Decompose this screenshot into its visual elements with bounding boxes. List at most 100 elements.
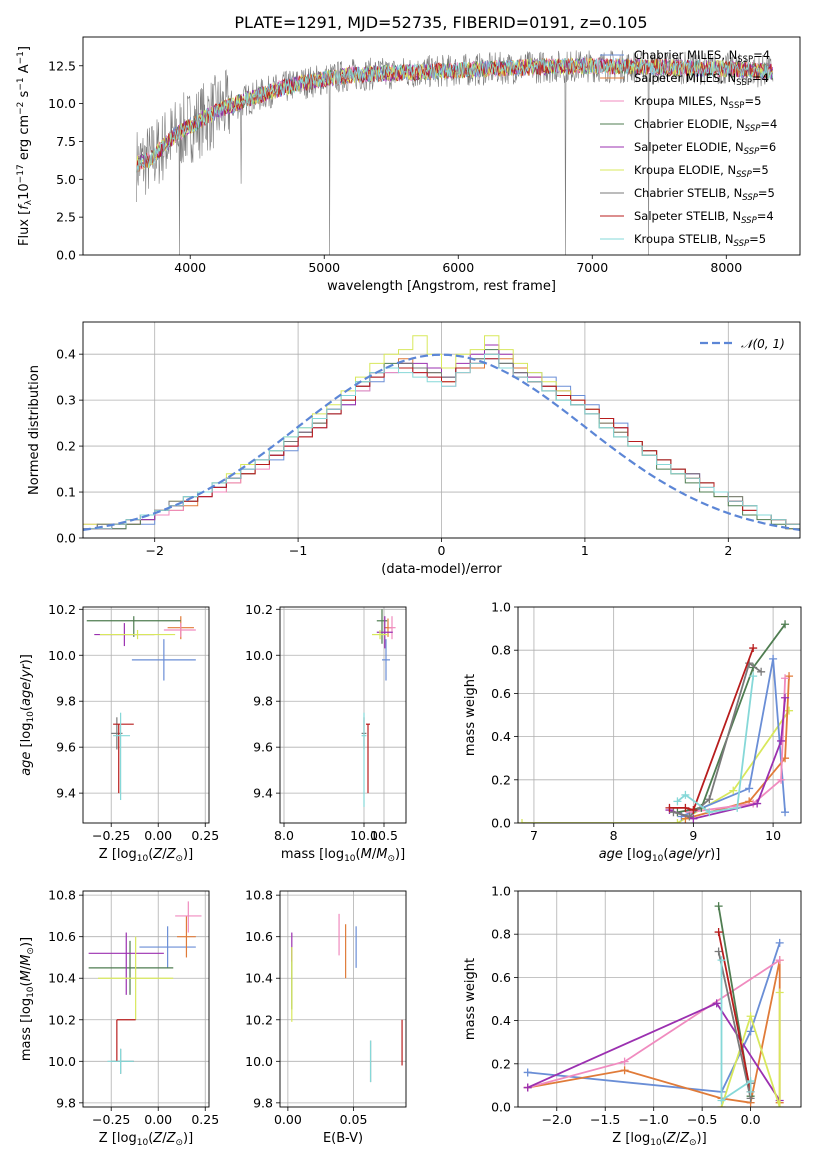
label-fragment: ) bbox=[183, 847, 188, 862]
gaussian-curve bbox=[83, 353, 800, 531]
axes-frame bbox=[517, 890, 802, 1108]
weight-marker-SalpeterMILES bbox=[620, 1066, 629, 1075]
label-fragment: =5 bbox=[758, 186, 775, 200]
y-tick-label: 0.2 bbox=[491, 1056, 511, 1071]
x-tick-label: 7 bbox=[530, 828, 538, 843]
y-tick-label: 0.0 bbox=[56, 248, 76, 263]
legend-label: Chabrier ELODIE, NSSP=4 bbox=[634, 117, 777, 134]
weight-marker-KroupaELODIE bbox=[785, 706, 794, 715]
label-fragment: Z bbox=[679, 1131, 690, 1146]
label-fragment: Z bbox=[152, 1131, 163, 1146]
label-fragment: Chabrier STELIB, N bbox=[634, 186, 742, 200]
x-axis-label: Z [log10(Z/Z⊙)] bbox=[99, 1131, 193, 1148]
mass_vs_ebv-panel: 0.00 0.05 9.8 10.0 10.2 10.4 10.6 10.8 E(B-V) bbox=[245, 888, 407, 1146]
label-fragment: E bbox=[323, 1131, 331, 1146]
label-fragment: ⊙ bbox=[387, 854, 395, 864]
y-axis-label: mass weight bbox=[463, 958, 478, 1040]
weight-marker-KroupaELODIE bbox=[729, 786, 738, 795]
label-fragment: 10 bbox=[137, 1138, 149, 1148]
label-fragment: 10 bbox=[344, 854, 356, 864]
legend-label: Chabrier STELIB, NSSP=5 bbox=[634, 186, 775, 203]
x-tick-label: 10 bbox=[765, 828, 781, 843]
legend-label: Chabrier MILES, NSSP=4 bbox=[634, 48, 770, 65]
y-tick-label: 10.0 bbox=[245, 648, 273, 663]
label-fragment: ( bbox=[19, 706, 34, 711]
y-tick-label: 2.5 bbox=[56, 210, 76, 225]
model-spectrum-KroupaSTELIB bbox=[136, 57, 774, 173]
label-fragment: / bbox=[19, 677, 34, 682]
legend-label: Salpeter STELIB, NSSP=4 bbox=[634, 209, 774, 226]
label-fragment: SSP bbox=[745, 124, 761, 134]
label-fragment: Salpeter ELODIE, N bbox=[634, 140, 744, 154]
label-fragment: log bbox=[19, 998, 34, 1018]
label-fragment: λ bbox=[24, 199, 34, 205]
label-fragment: Flux [ bbox=[17, 210, 32, 246]
y-tick-label: 10.0 bbox=[245, 1054, 273, 1069]
y-tick-label: 0.0 bbox=[491, 816, 511, 831]
label-fragment: ⊙ bbox=[175, 854, 183, 864]
label-fragment: / bbox=[466, 562, 471, 577]
y-axis-label: Normed distribution bbox=[27, 365, 42, 495]
label-fragment: ] bbox=[19, 937, 34, 942]
weight-lines bbox=[523, 902, 784, 1107]
label-fragment: ⊙ bbox=[26, 947, 36, 955]
label-fragment: =5 bbox=[744, 94, 761, 108]
label-fragment: SSP bbox=[736, 170, 752, 180]
legend-label: 𝒩(0, 1) bbox=[741, 337, 785, 351]
label-fragment: [ bbox=[19, 742, 34, 751]
y-axis-label: age [log10(age/yr)] bbox=[19, 654, 36, 776]
mass_vs_Z-panel: −0.25 0.00 0.259.810.010.210.410.610.8Z [l… bbox=[19, 888, 219, 1148]
y-tick-label: 9.8 bbox=[56, 694, 76, 709]
label-fragment: / bbox=[676, 1131, 681, 1146]
label-fragment: Z bbox=[152, 847, 163, 862]
label-fragment: mass [ bbox=[19, 1018, 34, 1061]
weight-marker-KroupaSTELIB bbox=[746, 1077, 755, 1086]
weight-marker-KroupaELODIE bbox=[518, 819, 526, 823]
x-tick-label: 10.5 bbox=[370, 828, 398, 843]
label-fragment: mass [ bbox=[281, 847, 324, 862]
label-fragment: mass weight bbox=[463, 958, 478, 1040]
label-fragment: =4 bbox=[757, 209, 774, 223]
weight-marker-ChabrierSTELIB bbox=[757, 667, 766, 676]
weight-marker-KroupaELODIE bbox=[775, 988, 784, 997]
label-fragment: 10 bbox=[137, 854, 149, 864]
y-tick-label: 9.8 bbox=[253, 1095, 273, 1110]
label-fragment: −1 bbox=[16, 77, 26, 90]
x-tick-label: 0.00 bbox=[144, 1112, 172, 1127]
x-tick-label: −1 bbox=[289, 543, 307, 558]
label-fragment: 10 bbox=[17, 183, 32, 200]
errorbar-points bbox=[291, 913, 403, 1083]
label-fragment: ( bbox=[663, 847, 668, 862]
weight-marker-KroupaSTELIB bbox=[749, 672, 758, 681]
weight-line-SalpeterMILES bbox=[527, 959, 781, 1104]
y-tick-label: 10.2 bbox=[245, 1012, 273, 1027]
weight-line-KroupaELODIE bbox=[720, 992, 781, 1107]
weight-marker-KroupaSTELIB bbox=[681, 790, 690, 799]
label-fragment: error bbox=[470, 562, 502, 577]
legend-label: Kroupa STELIB, NSSP=5 bbox=[634, 232, 766, 249]
weight-marker-ChabrierMILES bbox=[746, 1027, 755, 1036]
label-fragment: 10 bbox=[26, 711, 36, 723]
axes-frame bbox=[517, 606, 802, 824]
label-fragment: / bbox=[162, 847, 167, 862]
axes-frame bbox=[279, 890, 407, 1108]
label-fragment: SSP bbox=[744, 147, 760, 157]
histogram-lines bbox=[83, 335, 800, 531]
y-axis-label: mass [log10(M/M⊙)] bbox=[19, 937, 36, 1061]
x-tick-label: −1.0 bbox=[639, 1112, 669, 1127]
x-tick-label: 2 bbox=[724, 543, 732, 558]
y-tick-label: 0.2 bbox=[56, 439, 76, 454]
x-tick-label: 9 bbox=[689, 828, 697, 843]
label-fragment: ( bbox=[331, 1131, 336, 1146]
x-tick-label: −0.25 bbox=[92, 1112, 130, 1127]
label-fragment: Kroupa ELODIE, N bbox=[634, 163, 736, 177]
label-fragment: Z [ bbox=[99, 1131, 117, 1146]
label-fragment: age bbox=[19, 682, 34, 706]
weight-marker-ChabrierSTELIB bbox=[714, 947, 723, 956]
y-tick-label: 10.6 bbox=[245, 929, 273, 944]
x-tick-label: 1 bbox=[581, 543, 589, 558]
y-tick-label: 0.6 bbox=[491, 686, 511, 701]
label-fragment: B-V bbox=[336, 1131, 358, 1146]
